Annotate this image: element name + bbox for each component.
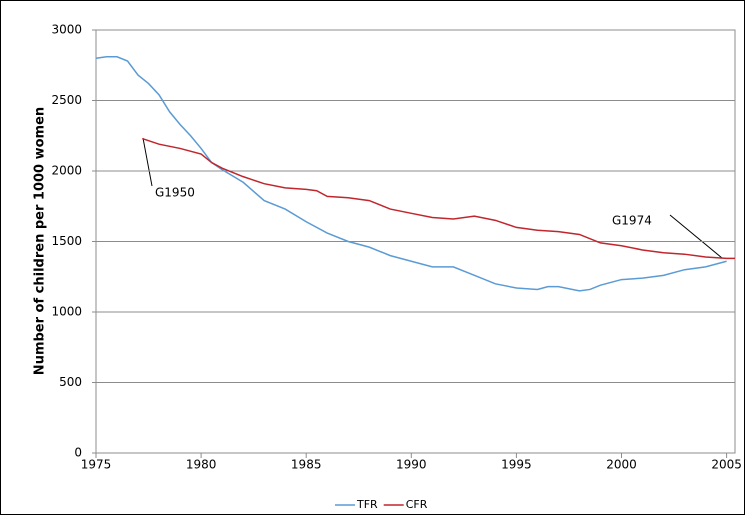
y-tick-label: 0 [74,446,82,460]
x-tick-label: 1985 [291,458,322,472]
x-tick-label: 1990 [396,458,427,472]
x-tick-label: 1975 [81,458,112,472]
x-tick-label: 1995 [501,458,532,472]
annotation-leader [669,214,723,259]
series-line [95,56,727,292]
annotation: G1974 [612,214,652,228]
annotation: G1950 [155,186,195,200]
x-tick-label: 1980 [186,458,217,472]
y-tick-label: 3000 [51,23,82,37]
plot-border [95,29,736,454]
series-line [142,137,735,260]
y-tick-label: 2000 [51,164,82,178]
y-tick-label: 2500 [51,93,82,107]
y-tick-label: 1000 [51,305,82,319]
y-axis-label: Number of children per 1000 women [33,107,48,375]
legend-label: TFR [356,498,378,511]
y-tick-label: 500 [59,375,82,389]
x-tick-label: 2005 [711,458,742,472]
annotation-leader [142,137,153,187]
legend-label: CFR [406,498,428,511]
x-tick-label: 2000 [606,458,637,472]
y-tick-label: 1500 [51,234,82,248]
